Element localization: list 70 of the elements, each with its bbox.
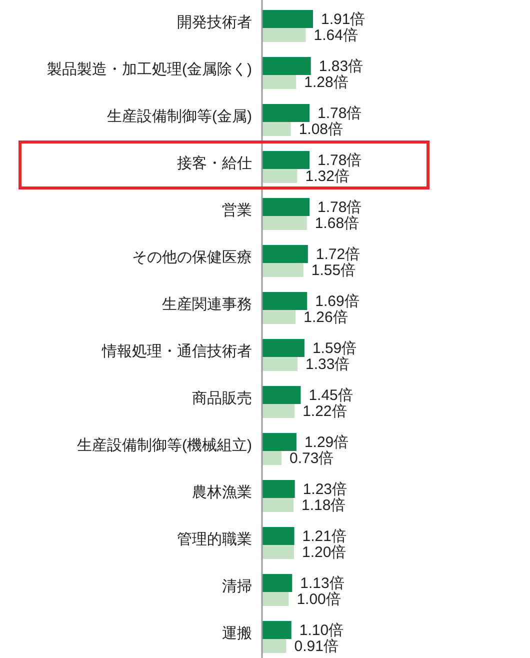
data-label: 1.78倍 <box>318 199 362 216</box>
data-label: 1.20倍 <box>302 544 346 561</box>
data-label: 1.33倍 <box>306 356 350 373</box>
data-label: 1.68倍 <box>314 215 360 232</box>
data-label: 1.21倍 <box>302 528 347 545</box>
data-label: 1.83倍 <box>318 58 364 75</box>
bar <box>262 545 294 559</box>
bar <box>262 310 296 324</box>
bar <box>262 245 308 263</box>
bar <box>262 28 306 42</box>
data-label: 0.91倍 <box>294 638 338 655</box>
y-tick-label: 情報処理・通信技術者 <box>101 343 252 360</box>
bar <box>262 169 298 183</box>
bar <box>262 263 304 277</box>
data-label: 0.73倍 <box>289 450 334 467</box>
y-tick-label: 農林漁業 <box>192 484 252 501</box>
data-label: 1.91倍 <box>320 11 366 28</box>
data-label: 1.59倍 <box>312 340 357 357</box>
bar <box>262 198 310 216</box>
y-tick-label: 管理的職業 <box>177 531 252 548</box>
data-label: 1.00倍 <box>296 591 341 608</box>
bar <box>262 639 286 653</box>
data-label: 1.10倍 <box>299 622 344 639</box>
data-label: 1.22倍 <box>302 403 347 420</box>
bar <box>262 75 296 89</box>
bar <box>262 574 292 592</box>
bar <box>262 592 289 606</box>
y-tick-label: 商品販売 <box>192 390 252 407</box>
data-label: 1.28倍 <box>304 74 348 91</box>
data-label: 1.18倍 <box>302 497 346 514</box>
y-tick-label: 製品製造・加工処理(金属除く) <box>47 61 252 78</box>
bar <box>262 498 294 512</box>
data-label: 1.29倍 <box>304 434 349 451</box>
y-tick-label: 営業 <box>222 202 252 219</box>
bar <box>262 527 294 545</box>
y-tick-label: 生産設備制御等(金属) <box>107 108 252 125</box>
bar <box>262 621 292 639</box>
y-tick-label: 接客・給仕 <box>177 155 252 172</box>
bar <box>262 386 301 404</box>
y-tick-label: 生産関連事務 <box>162 296 252 313</box>
data-label: 1.78倍 <box>318 105 362 122</box>
bar <box>262 339 304 357</box>
data-label: 1.45倍 <box>308 387 353 404</box>
bar <box>262 122 291 136</box>
data-label: 1.55倍 <box>311 262 356 279</box>
y-tick-label: 清掃 <box>222 578 252 595</box>
data-label: 1.69倍 <box>315 293 360 310</box>
bar <box>262 10 313 28</box>
bar <box>262 480 295 498</box>
data-label: 1.08倍 <box>298 121 344 138</box>
y-tick-label: 開発技術者 <box>177 14 252 31</box>
bar <box>262 292 308 310</box>
y-tick-label: 運搬 <box>222 625 252 642</box>
bar <box>262 104 310 122</box>
data-label: 1.23倍 <box>302 481 348 498</box>
bar <box>262 451 282 465</box>
data-label: 1.78倍 <box>318 152 362 169</box>
data-label: 1.26倍 <box>304 309 348 326</box>
data-label: 1.13倍 <box>300 575 344 592</box>
data-label: 1.64倍 <box>314 27 358 44</box>
data-label: 1.72倍 <box>316 246 360 263</box>
bar <box>262 404 295 418</box>
bar <box>262 357 298 371</box>
data-label: 1.32倍 <box>305 168 350 185</box>
bar <box>262 433 296 451</box>
bar <box>262 216 307 230</box>
bar <box>262 151 310 169</box>
y-tick-label: 生産設備制御等(機械組立) <box>77 437 252 454</box>
bar <box>262 57 311 75</box>
y-tick-label: その他の保健医療 <box>132 249 252 266</box>
